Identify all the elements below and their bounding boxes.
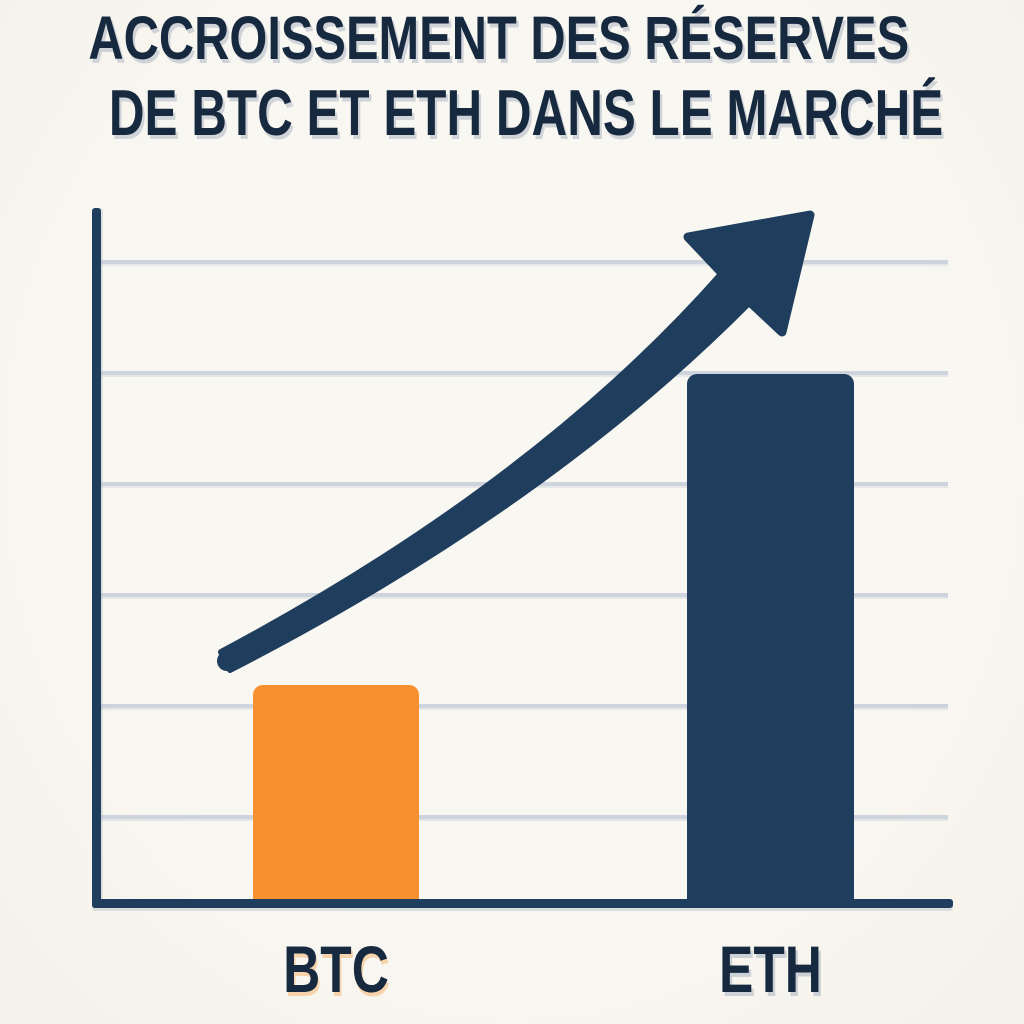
- gridline-6: [100, 815, 948, 819]
- chart-title-line2: DE BTC ET ETH DANS LE MARCHÉ: [108, 76, 944, 149]
- chart-title: ACCROISSEMENT DES RÉSERVES DE BTC ET ETH…: [0, 0, 1010, 149]
- x-axis: [92, 899, 953, 908]
- gridline-1: [100, 260, 948, 264]
- gridline-5: [100, 704, 948, 708]
- gridline-4: [100, 593, 948, 597]
- btc-label: BTC: [283, 932, 389, 1006]
- gridline-2: [100, 371, 948, 375]
- btc-bar: [253, 685, 419, 899]
- y-axis: [92, 208, 101, 908]
- eth-bar: [687, 374, 854, 899]
- eth-label: ETH: [719, 932, 822, 1006]
- chart-title-line1: ACCROISSEMENT DES RÉSERVES: [88, 4, 910, 72]
